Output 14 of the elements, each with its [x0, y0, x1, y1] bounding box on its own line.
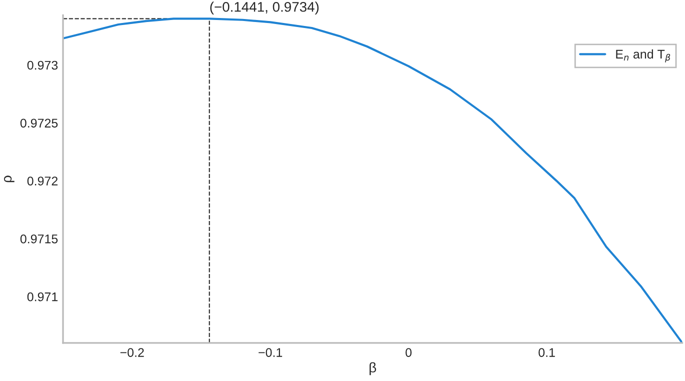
x-tick-label: −0.2 — [120, 348, 144, 357]
y-axis-title: ρ — [4, 176, 14, 182]
legend-label: E$_{n}$ and T$_{β}$ — [616, 49, 670, 62]
x-axis-title: β — [370, 362, 376, 376]
line-series — [63, 18, 682, 343]
y-tick-label: 0.9725 — [20, 118, 58, 128]
annotation: (−0.1441, 0.9734) — [210, 2, 319, 15]
x-tick-label: 0.1 — [538, 348, 555, 357]
y-tick-label: 0.971 — [27, 292, 58, 302]
y-tick-label: 0.9715 — [20, 234, 58, 244]
x-tick-label: 0 — [406, 348, 412, 357]
y-tick-label: 0.973 — [27, 60, 58, 70]
y-tick-label: 0.972 — [27, 176, 58, 186]
x-tick-label: −0.1 — [258, 348, 282, 357]
